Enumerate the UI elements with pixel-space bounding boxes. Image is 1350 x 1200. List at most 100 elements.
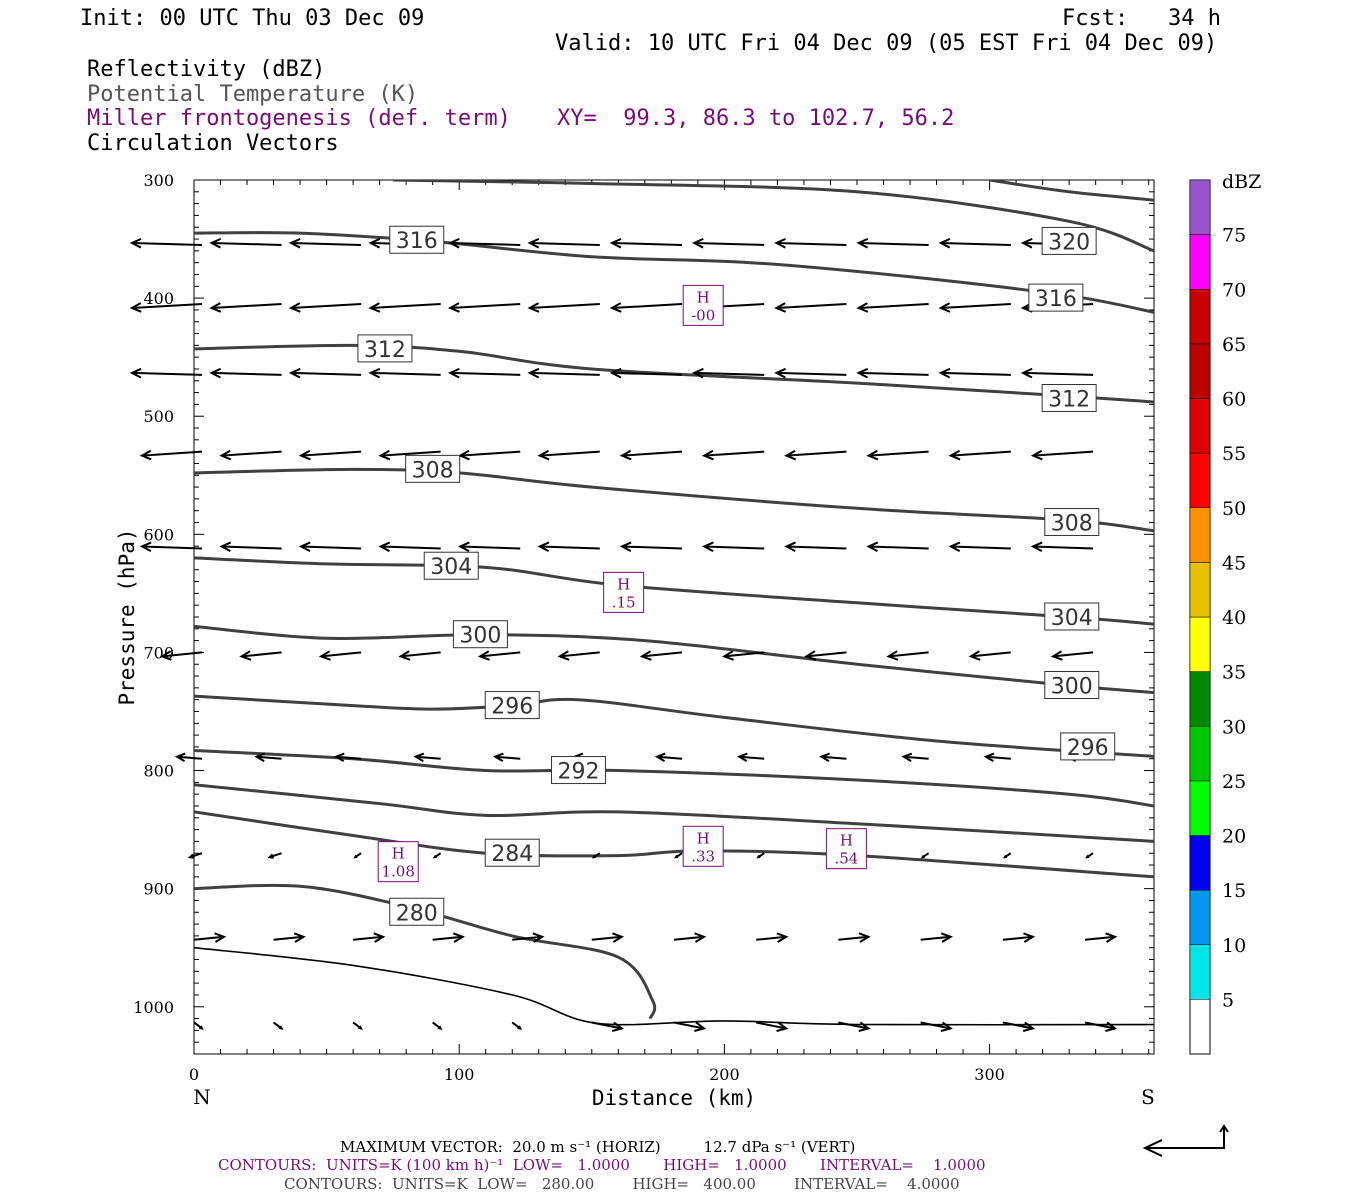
theta-contour (392, 180, 1154, 253)
circulation-vector-head (298, 541, 311, 553)
circulation-vector-head (214, 932, 227, 943)
circulation-vector (694, 241, 765, 246)
circulation-vector-head (856, 302, 869, 313)
colorbar-level-label: 5 (1222, 989, 1234, 1011)
circulation-vector-head (174, 752, 186, 763)
colorbar-segment (1189, 835, 1211, 891)
circulation-vector-head (537, 449, 550, 461)
circulation-vector (291, 241, 362, 246)
circulation-vector (161, 651, 203, 658)
circulation-vector (480, 651, 521, 658)
circulation-vector (539, 450, 600, 457)
circulation-vector (868, 545, 929, 550)
colorbar-segment (1189, 507, 1211, 563)
circulation-vector-head (368, 367, 381, 379)
circulation-vector-head (477, 650, 490, 661)
circulation-vector (301, 450, 362, 457)
circulation-vector (1002, 935, 1033, 941)
colorbar-level-label: 10 (1222, 935, 1246, 957)
circulation-vector-head (129, 367, 142, 379)
theta-label-box (1041, 226, 1097, 255)
circulation-vector-head (209, 302, 222, 313)
theta-label: 284 (491, 842, 533, 867)
circulation-vector (211, 241, 282, 246)
circulation-vector (221, 545, 282, 550)
circulation-vector (776, 303, 847, 310)
colorbar-level-label: 25 (1222, 771, 1246, 793)
circulation-vector-head (1020, 367, 1033, 379)
circulation-vector (1023, 371, 1094, 376)
frontogenesis-max-value: .33 (691, 847, 715, 865)
frontogenesis-max-box (825, 828, 867, 870)
valid-time: Valid: 10 UTC Fri 04 Dec 09 (05 EST Fri … (555, 31, 1218, 56)
circulation-vector-head (293, 932, 306, 943)
circulation-vector (512, 935, 543, 941)
circulation-vector-head (239, 650, 252, 661)
theta-contour (194, 946, 1154, 1026)
theta-label-box (1041, 384, 1097, 412)
theta-label-box (423, 551, 479, 580)
theta-label-box (452, 620, 508, 649)
circulation-vector-head (557, 650, 570, 661)
colorbar-segment (1189, 944, 1211, 1000)
max-vector-note: MAXIMUM VECTOR: 20.0 m s⁻¹ (HORIZ) 12.7 … (340, 1138, 856, 1156)
circulation-vector (641, 651, 683, 658)
circulation-vector (591, 1021, 622, 1030)
theta-label: 316 (396, 229, 438, 254)
theta-label-box (1060, 732, 1116, 761)
circulation-vector (380, 450, 441, 457)
circulation-vector-head (674, 854, 679, 859)
circulation-vector (432, 935, 463, 941)
theta-label: 300 (459, 624, 501, 649)
circulation-vector-head (948, 541, 961, 553)
circulation-vector-head (784, 449, 797, 461)
x-axis-label: Distance (km) (592, 1086, 756, 1110)
y-tick-label: 900 (143, 880, 174, 899)
circulation-vector-head (199, 1025, 204, 1030)
circulation-vector-head (254, 752, 266, 763)
colorbar-level-label: 15 (1222, 880, 1246, 902)
colorbar-level-label: 30 (1222, 716, 1246, 738)
circulation-vector-head (901, 752, 913, 763)
theta-label: 308 (1051, 512, 1093, 537)
circulation-vector (858, 371, 929, 376)
x-tick-label: 0 (189, 1065, 199, 1084)
circulation-vector-head (701, 541, 714, 553)
circulation-vector-head (694, 1021, 707, 1032)
circulation-vector-head (691, 367, 704, 379)
circulation-vector (940, 241, 1011, 246)
circulation-vector (858, 303, 929, 310)
circulation-vector (415, 755, 441, 760)
colorbar-segment (1189, 398, 1211, 454)
frontogenesis-max-box (682, 284, 724, 326)
circulation-vector-head (938, 302, 951, 313)
circulation-vector-head (776, 1021, 789, 1032)
circulation-vector (724, 651, 765, 658)
reference-vector (1145, 1126, 1225, 1149)
circulation-vector-head (278, 1025, 284, 1030)
theta-contour (194, 556, 1154, 626)
circulation-vector (529, 371, 600, 376)
circulation-vector-head (288, 367, 301, 379)
circulation-vector-head (694, 932, 707, 943)
y-tick-label: 500 (143, 407, 174, 426)
colorbar-segment (1189, 726, 1211, 782)
circulation-vector (776, 371, 847, 376)
circulation-vector (559, 651, 600, 658)
circulation-vector-head (159, 650, 172, 661)
circulation-vector-head (447, 367, 460, 379)
frontogenesis-max-letter: H (392, 845, 405, 863)
circulation-vector (621, 450, 683, 457)
colorbar-level-label: 65 (1222, 334, 1246, 356)
frontogenesis-max-box (682, 825, 724, 867)
circulation-vector-head (437, 1025, 443, 1030)
circulation-vector (1002, 1021, 1034, 1030)
circulation-vector-head (1022, 1021, 1036, 1032)
circulation-vector (211, 303, 282, 310)
circulation-vector-head (983, 752, 995, 763)
circulation-vector (370, 303, 441, 310)
theta-contour (194, 810, 1154, 879)
circulation-vector-head (856, 237, 869, 249)
circulation-vector (868, 450, 929, 457)
